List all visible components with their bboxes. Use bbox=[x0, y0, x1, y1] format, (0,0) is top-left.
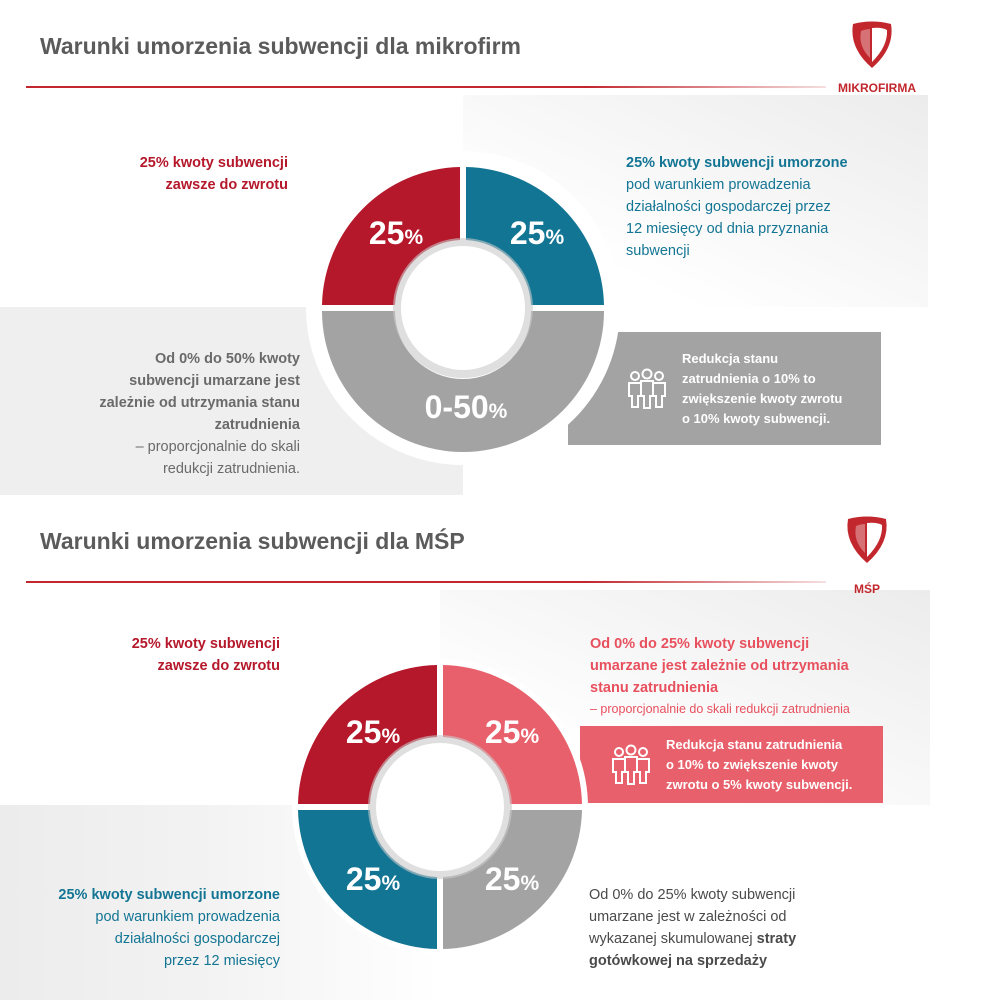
s1-top-left-line1: 25% kwoty subwencji bbox=[139, 155, 288, 171]
s1-top-right-line: 12 miesięcy od dnia przyznania bbox=[626, 221, 829, 237]
s1-info-line: zwiększenie kwoty zwrotu bbox=[682, 390, 843, 406]
s2-segment-label: 25% bbox=[346, 861, 401, 897]
s1-segment-top-right bbox=[466, 167, 604, 305]
s2-bottom-right-text: Od 0% do 25% kwoty subwencji umarzane je… bbox=[589, 884, 889, 972]
s2-info-text: Redukcja stanu zatrudnienia o 10% to zwi… bbox=[666, 735, 852, 795]
s2-title: Warunki umorzenia subwencji dla MŚP bbox=[40, 528, 465, 554]
s2-segment-top-right bbox=[443, 665, 582, 804]
s1-top-left-text: 25% kwoty subwencji zawsze do zwrotu bbox=[48, 152, 288, 196]
s2-top-right-note: – proporcjonalnie do skali redukcji zatr… bbox=[590, 702, 850, 716]
s1-top-right-line: działalności gospodarczej przez bbox=[626, 199, 831, 215]
s1-info-box: Redukcja stanu zatrudnienia o 10% to zwi… bbox=[568, 332, 881, 445]
s2-title-rule bbox=[26, 581, 826, 583]
s2-bottom-left-line: przez 12 miesięcy bbox=[163, 953, 280, 969]
s2-info-line: Redukcja stanu zatrudnienia bbox=[666, 736, 843, 752]
s2-bottom-right-line: Od 0% do 25% kwoty subwencji bbox=[589, 887, 796, 903]
s2-top-right-line: Od 0% do 25% kwoty subwencji bbox=[590, 636, 810, 652]
s2-bottom-left-heading: 25% kwoty subwencji umorzone bbox=[58, 887, 280, 903]
s1-info-line: zatrudnienia o 10% to bbox=[682, 370, 816, 386]
s2-logo-label: MŚP bbox=[853, 582, 880, 596]
shield-icon bbox=[847, 516, 887, 563]
s2-bottom-right-bold: straty bbox=[756, 931, 797, 947]
s2-info-line: o 10% to zwiększenie kwoty bbox=[666, 756, 838, 772]
s1-segment-label: 25% bbox=[369, 215, 424, 251]
s1-top-right-line: pod warunkiem prowadzenia bbox=[626, 177, 811, 193]
s1-segment-label: 0-50% bbox=[425, 389, 508, 425]
s1-donut-chart: 25% 25% 0-50% bbox=[306, 151, 620, 465]
s2-top-left-line2: zawsze do zwrotu bbox=[157, 658, 280, 674]
s2-top-right-line: stanu zatrudnienia bbox=[590, 680, 719, 696]
s1-title-rule bbox=[26, 86, 826, 88]
s2-top-right-line: umarzane jest zależnie od utrzymania bbox=[590, 658, 849, 674]
people-icon bbox=[612, 744, 650, 785]
s2-segment-label: 25% bbox=[346, 714, 401, 750]
s2-segment-label: 25% bbox=[485, 861, 540, 897]
s2-segment-label: 25% bbox=[485, 714, 540, 750]
s2-bottom-right-line: umarzane jest w zależności od bbox=[589, 909, 787, 925]
s2-bottom-left-line: pod warunkiem prowadzenia bbox=[95, 909, 280, 925]
s1-top-right-line: subwencji bbox=[626, 243, 690, 259]
s2-bottom-right-line: wykazanej skumulowanej straty bbox=[589, 928, 889, 950]
s2-inner-ring bbox=[368, 735, 512, 879]
s2-top-right-text: Od 0% do 25% kwoty subwencji umarzane je… bbox=[590, 633, 890, 719]
s2-info-line: zwrotu o 5% kwoty subwencji. bbox=[666, 776, 853, 792]
s2-bottom-right-line: gotówkowej na sprzedaży bbox=[589, 953, 768, 969]
s1-segment-bottom bbox=[322, 311, 604, 452]
s2-logo: MŚP bbox=[822, 513, 922, 596]
s1-bottom-left-text: Od 0% do 50% kwoty subwencji umarzane je… bbox=[40, 348, 300, 480]
s2-segment-bottom-left bbox=[298, 810, 437, 949]
s1-logo: MIKROFIRMA bbox=[822, 18, 932, 95]
s1-bottom-left-line: zależnie od utrzymania stanu bbox=[99, 395, 300, 411]
s2-segment-top-left bbox=[298, 665, 437, 804]
s1-bottom-left-line: – proporcjonalnie do skali bbox=[135, 439, 300, 455]
s2-top-left-text: 25% kwoty subwencji zawsze do zwrotu bbox=[40, 633, 280, 677]
s2-segment-bottom-right bbox=[443, 810, 582, 949]
s2-info-box: Redukcja stanu zatrudnienia o 10% to zwi… bbox=[580, 726, 883, 803]
s1-bottom-left-line: redukcji zatrudnienia. bbox=[162, 461, 300, 477]
shield-icon bbox=[852, 21, 892, 68]
s1-top-left-line2: zawsze do zwrotu bbox=[165, 177, 288, 193]
people-icon bbox=[628, 368, 666, 409]
s1-segment-label: 25% bbox=[510, 215, 565, 251]
s2-bottom-left-text: 25% kwoty subwencji umorzone pod warunki… bbox=[20, 884, 280, 972]
s2-donut-chart: 25% 25% 25% 25% bbox=[292, 659, 588, 955]
s1-info-line: o 10% kwoty subwencji. bbox=[682, 410, 831, 426]
s1-segment-top-left bbox=[322, 167, 460, 305]
s2-bottom-left-line: działalności gospodarczej bbox=[114, 931, 280, 947]
s1-logo-label: MIKROFIRMA bbox=[838, 81, 916, 95]
s1-bottom-left-line: subwencji umarzane jest bbox=[129, 373, 300, 389]
s1-bottom-left-line: zatrudnienia bbox=[214, 417, 300, 433]
s1-info-text: Redukcja stanu zatrudnienia o 10% to zwi… bbox=[682, 349, 842, 429]
s1-info-line: Redukcja stanu bbox=[682, 350, 779, 366]
s1-bottom-left-line: Od 0% do 50% kwoty bbox=[154, 351, 300, 367]
s1-inner-ring bbox=[393, 238, 533, 378]
s1-top-right-heading: 25% kwoty subwencji umorzone bbox=[626, 155, 848, 171]
s2-bottom-right-prefix: wykazanej skumulowanej bbox=[589, 931, 757, 947]
s1-top-right-text: 25% kwoty subwencji umorzone pod warunki… bbox=[626, 152, 926, 262]
s1-title: Warunki umorzenia subwencji dla mikrofir… bbox=[40, 33, 521, 59]
s2-top-left-line1: 25% kwoty subwencji bbox=[131, 636, 280, 652]
